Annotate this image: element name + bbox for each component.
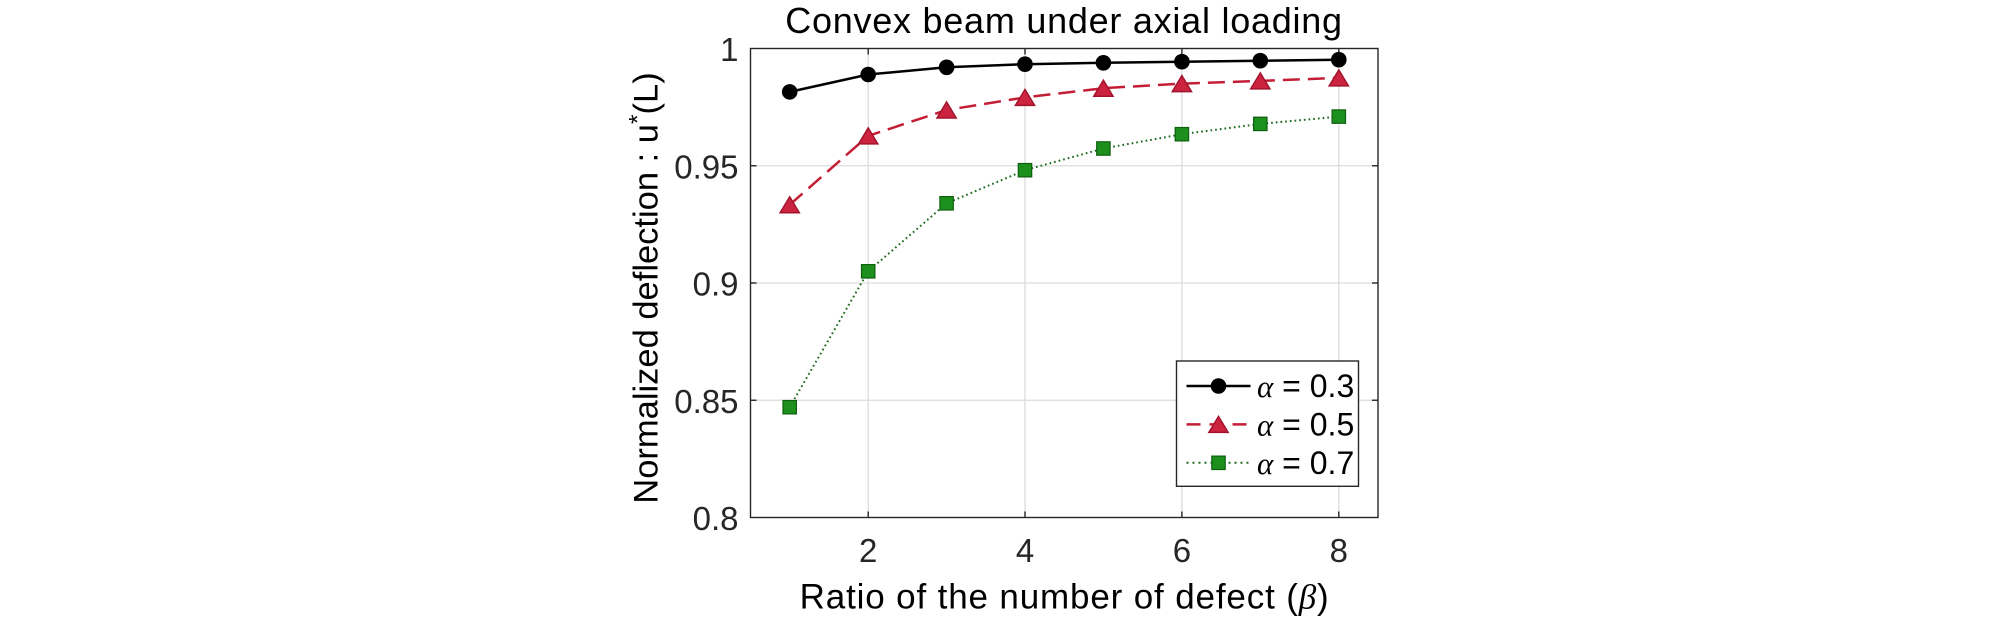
svg-text:α = 0.7: α = 0.7 xyxy=(1257,445,1354,481)
svg-text:2: 2 xyxy=(859,532,877,569)
svg-text:α = 0.5: α = 0.5 xyxy=(1257,406,1354,442)
svg-text:Normalized deflection : u*(L): Normalized deflection : u*(L) xyxy=(625,72,666,503)
svg-text:0.85: 0.85 xyxy=(674,383,738,420)
svg-text:0.9: 0.9 xyxy=(693,266,739,303)
svg-text:6: 6 xyxy=(1173,532,1191,569)
svg-text:Convex beam under axial loadin: Convex beam under axial loading xyxy=(785,0,1343,41)
svg-text:1: 1 xyxy=(720,31,738,68)
svg-text:Ratio of the number of defect: Ratio of the number of defect (β) xyxy=(800,577,1330,616)
svg-text:α = 0.3: α = 0.3 xyxy=(1257,368,1354,404)
svg-text:0.8: 0.8 xyxy=(693,500,739,537)
svg-text:8: 8 xyxy=(1330,532,1348,569)
svg-text:4: 4 xyxy=(1016,532,1034,569)
svg-text:0.95: 0.95 xyxy=(674,148,738,185)
